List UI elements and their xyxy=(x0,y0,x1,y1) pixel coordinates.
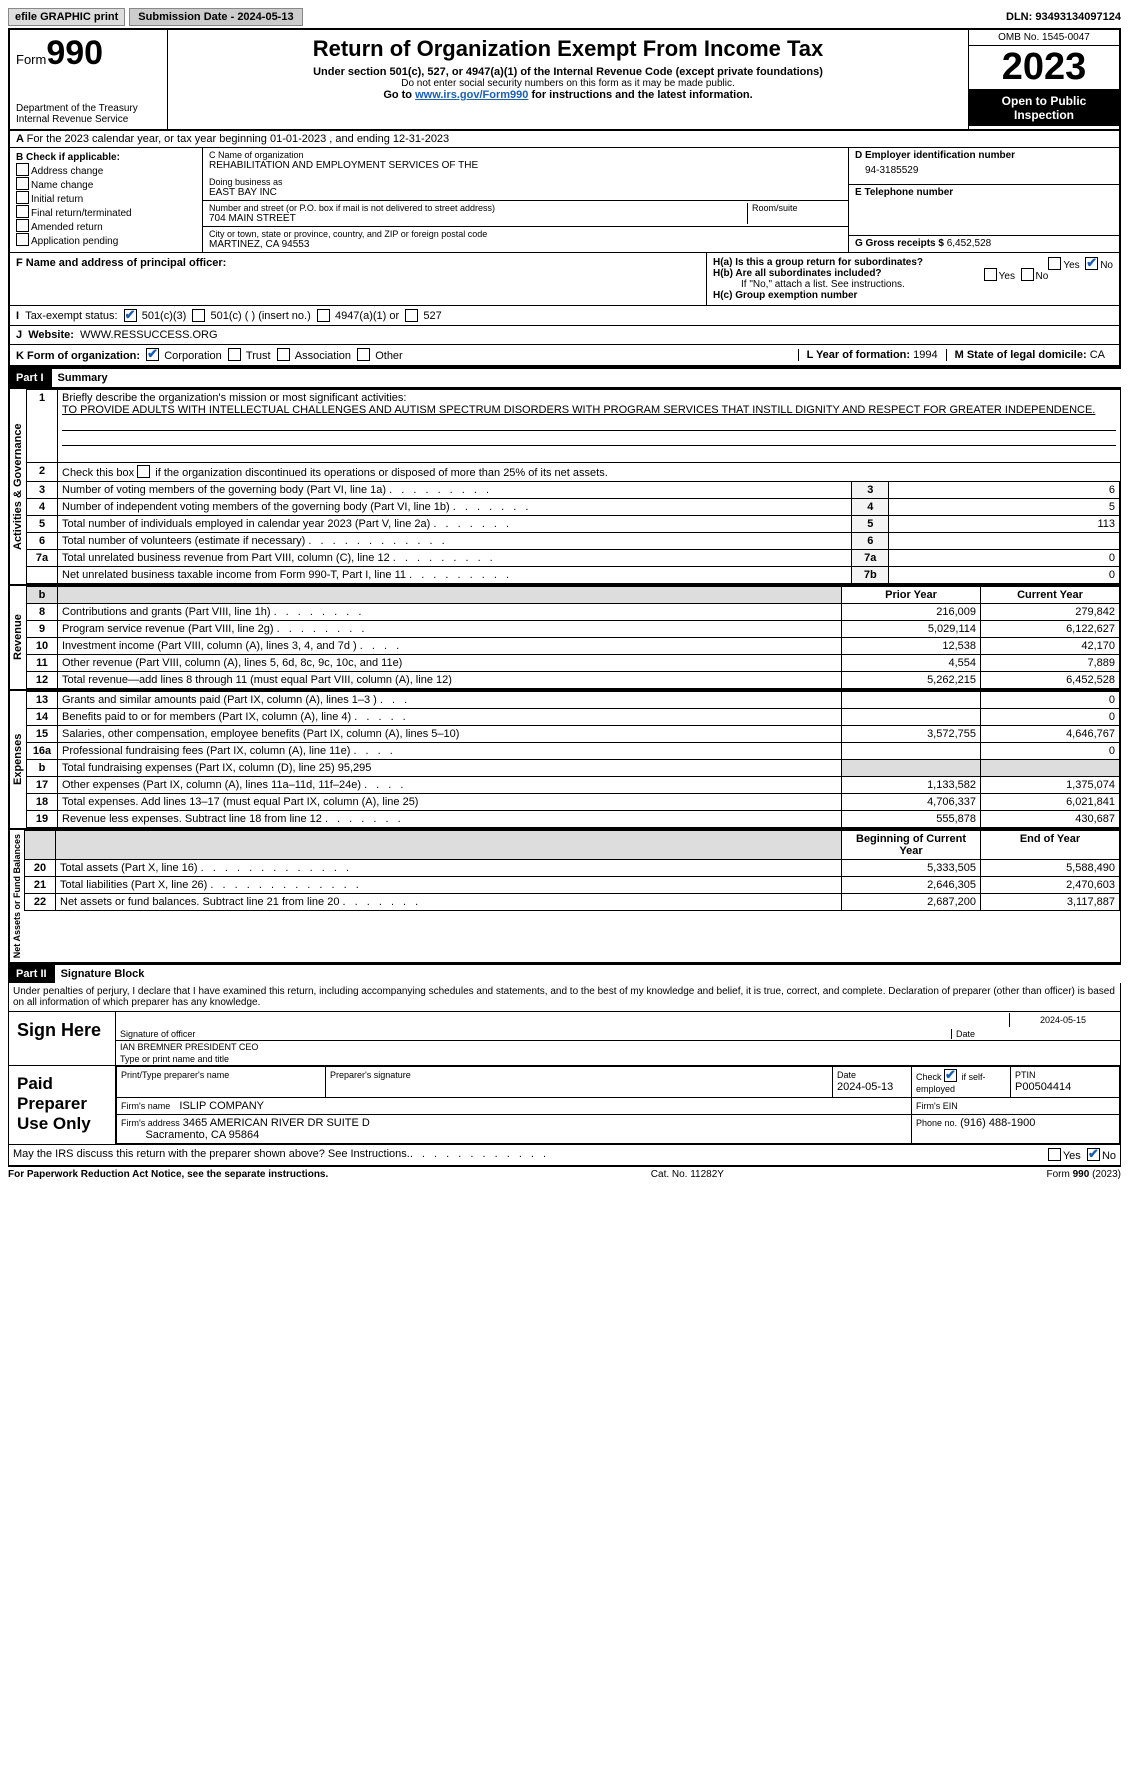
vert-label-expenses: Expenses xyxy=(9,691,26,828)
open-to-public: Open to Public Inspection xyxy=(969,90,1119,126)
website: WWW.RESSUCCESS.ORG xyxy=(80,329,218,341)
gross-receipts: 6,452,528 xyxy=(947,238,992,249)
city: MARTINEZ, CA 94553 xyxy=(209,239,842,250)
submission-date: Submission Date - 2024-05-13 xyxy=(129,8,302,26)
part-i-header: Part I Summary xyxy=(8,367,1121,387)
room-suite-label: Room/suite xyxy=(752,203,842,213)
vert-label-netassets: Net Assets or Fund Balances xyxy=(9,830,24,962)
line-i: I Tax-exempt status: 501(c)(3) 501(c) ( … xyxy=(10,305,1119,325)
irs-link[interactable]: www.irs.gov/Form990 xyxy=(415,89,528,101)
form-number: Form990 xyxy=(16,34,161,73)
ein: 94-3185529 xyxy=(855,161,1113,182)
box-d-e-g: D Employer identification number 94-3185… xyxy=(848,148,1119,252)
net-assets-section: Net Assets or Fund Balances Beginning of… xyxy=(8,829,1121,963)
line-k-l-m: K Form of organization: Corporation Trus… xyxy=(10,344,1119,365)
page-footer: For Paperwork Reduction Act Notice, see … xyxy=(8,1166,1121,1182)
penalties-text: Under penalties of perjury, I declare th… xyxy=(8,983,1121,1012)
line-j: J Website: WWW.RESSUCCESS.ORG xyxy=(10,325,1119,344)
discuss-row: May the IRS discuss this return with the… xyxy=(8,1145,1121,1166)
expenses-section: Expenses 13Grants and similar amounts pa… xyxy=(8,690,1121,829)
box-h: H(a) Is this a group return for subordin… xyxy=(707,253,1119,305)
efile-label: efile GRAPHIC print xyxy=(8,8,125,26)
subtitle-2: Do not enter social security numbers on … xyxy=(172,78,964,89)
top-bar: efile GRAPHIC print Submission Date - 20… xyxy=(8,8,1121,26)
form-title: Return of Organization Exempt From Incom… xyxy=(172,36,964,62)
mission: TO PROVIDE ADULTS WITH INTELLECTUAL CHAL… xyxy=(62,404,1095,416)
form-header: Form990 Department of the Treasury Inter… xyxy=(8,28,1121,129)
org-name: REHABILITATION AND EMPLOYMENT SERVICES O… xyxy=(209,160,842,171)
part-ii-header: Part II Signature Block xyxy=(8,963,1121,983)
tax-year: 2023 xyxy=(969,46,1119,90)
paid-preparer-label: Paid Preparer Use Only xyxy=(9,1066,116,1144)
signature-block: Sign Here 2024-05-15 Signature of office… xyxy=(8,1012,1121,1145)
box-b: B Check if applicable: Address change Na… xyxy=(10,148,203,252)
subtitle-1: Under section 501(c), 527, or 4947(a)(1)… xyxy=(172,66,964,78)
telephone-label: E Telephone number xyxy=(855,187,953,198)
box-f: F Name and address of principal officer: xyxy=(10,253,707,305)
activities-governance: Activities & Governance 1 Briefly descri… xyxy=(8,387,1121,585)
sign-date: 2024-05-15 xyxy=(1009,1013,1116,1027)
vert-label-revenue: Revenue xyxy=(9,586,26,689)
firm-name: ISLIP COMPANY xyxy=(179,1100,264,1112)
irs-label: Internal Revenue Service xyxy=(16,114,161,125)
dept-treasury: Department of the Treasury xyxy=(16,103,161,114)
section-a: A For the 2023 calendar year, or tax yea… xyxy=(8,129,1121,367)
line-a: A For the 2023 calendar year, or tax yea… xyxy=(10,131,1119,148)
revenue-section: Revenue bPrior YearCurrent Year 8Contrib… xyxy=(8,585,1121,690)
dln: DLN: 93493134097124 xyxy=(1006,11,1121,23)
subtitle-3: Go to www.irs.gov/Form990 for instructio… xyxy=(172,89,964,101)
vert-label-ag: Activities & Governance xyxy=(9,389,26,584)
firm-phone: (916) 488-1900 xyxy=(960,1117,1035,1129)
dba: EAST BAY INC xyxy=(209,187,842,198)
street: 704 MAIN STREET xyxy=(209,213,747,224)
box-c: C Name of organization REHABILITATION AN… xyxy=(203,148,848,252)
officer-name: IAN BREMNER PRESIDENT CEO xyxy=(120,1042,258,1052)
ptin: P00504414 xyxy=(1015,1081,1071,1093)
omb-number: OMB No. 1545-0047 xyxy=(969,30,1119,46)
sign-here-label: Sign Here xyxy=(9,1012,116,1065)
